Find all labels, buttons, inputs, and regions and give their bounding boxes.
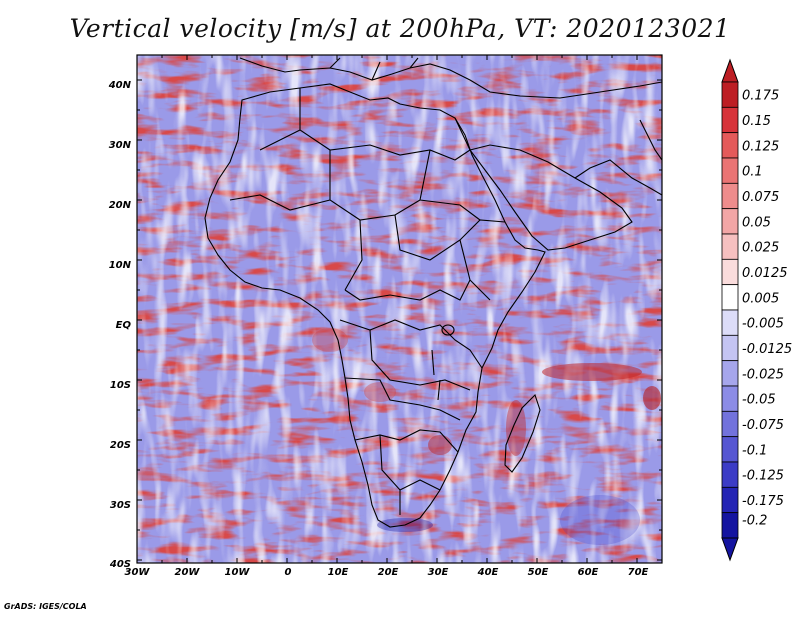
colorbar-swatch — [721, 309, 739, 336]
colorbar-label: -0.005 — [742, 317, 784, 332]
colorbar-label: 0.005 — [742, 291, 779, 306]
map-title: Vertical velocity [m/s] at 200hPa, VT: 2… — [69, 14, 731, 43]
colorbar-label: 0.15 — [742, 114, 771, 129]
colorbar-swatch — [721, 284, 739, 311]
axis-ticks — [136, 55, 663, 563]
lon-label: 40E — [477, 567, 499, 578]
lat-label: EQ — [116, 320, 132, 331]
colorbar-label: -0.075 — [742, 418, 784, 433]
colorbar-swatch — [721, 81, 739, 108]
vertical-velocity-field — [137, 55, 662, 563]
colorbar-label: 0.075 — [742, 190, 779, 205]
colorbar-swatch — [721, 385, 739, 412]
coastlines — [204, 57, 662, 528]
lat-label: 20N — [109, 200, 132, 211]
lon-label: 70E — [628, 567, 649, 578]
colorbar-label: -0.05 — [742, 393, 776, 408]
colorbar-label: 0.175 — [742, 89, 779, 104]
map-frame — [136, 54, 663, 564]
colorbar-swatch — [721, 410, 739, 438]
colorbar-label: -0.125 — [742, 469, 784, 484]
colorbar-swatch — [721, 208, 739, 235]
colorbar-label: 0.025 — [742, 241, 779, 256]
colorbar-swatch — [721, 233, 739, 260]
lat-label: 20S — [110, 440, 131, 451]
colorbar-swatch — [721, 436, 739, 463]
lat-label: 30N — [109, 140, 132, 151]
colorbar-swatch — [721, 182, 739, 210]
colorbar-swatch — [721, 360, 739, 387]
colorbar-label: -0.025 — [742, 367, 784, 382]
colorbar-min-arrow — [721, 537, 739, 562]
colorbar-label: -0.175 — [742, 494, 784, 509]
colorbar-max-arrow — [721, 58, 739, 83]
lat-label: 30S — [110, 500, 131, 511]
lat-label: 40S — [109, 559, 131, 570]
colorbar-label: -0.0125 — [742, 342, 792, 357]
lat-label: 10S — [110, 380, 131, 391]
lon-label: 20W — [175, 567, 201, 578]
colorbar-swatch — [721, 461, 739, 488]
lon-label: 10E — [328, 567, 349, 578]
lon-label: 30E — [428, 567, 449, 578]
colorbar-swatch — [721, 106, 739, 134]
lon-label: 20E — [378, 567, 399, 578]
colorbar-label: 0.0125 — [742, 266, 788, 281]
lon-label: 50E — [528, 567, 549, 578]
colorbar-label: 0.125 — [742, 139, 779, 154]
colorbar-label: 0.05 — [742, 215, 771, 230]
colorbar-label: -0.1 — [742, 443, 767, 458]
colorbar-swatch — [721, 486, 739, 514]
colorbar-label: -0.2 — [742, 513, 767, 528]
colorbar: 0.175 0.15 0.125 0.1 0.075 0.05 0.025 0.0125 0.0… — [721, 58, 792, 562]
lat-label: 40N — [108, 80, 132, 91]
colorbar-swatch — [721, 157, 739, 184]
colorbar-swatch — [721, 512, 739, 539]
colorbar-swatch — [721, 258, 739, 286]
credit-text: GrADS: IGES/COLA — [4, 602, 87, 611]
lon-label: 10W — [225, 567, 251, 578]
lon-label: 0 — [285, 567, 292, 578]
longitude-labels: 30W 20W 10W 0 10E 20E 30E 40E 50E 60E 70… — [125, 567, 649, 578]
lon-label: 30W — [125, 567, 151, 578]
colorbar-swatch — [721, 132, 739, 159]
lon-label: 60E — [578, 567, 599, 578]
colorbar-swatch — [721, 334, 739, 362]
latitude-labels: 40N 30N 20N 10N EQ 10S 20S 30S 40S — [108, 80, 132, 570]
colorbar-label: 0.1 — [742, 165, 763, 180]
lat-label: 10N — [109, 260, 132, 271]
